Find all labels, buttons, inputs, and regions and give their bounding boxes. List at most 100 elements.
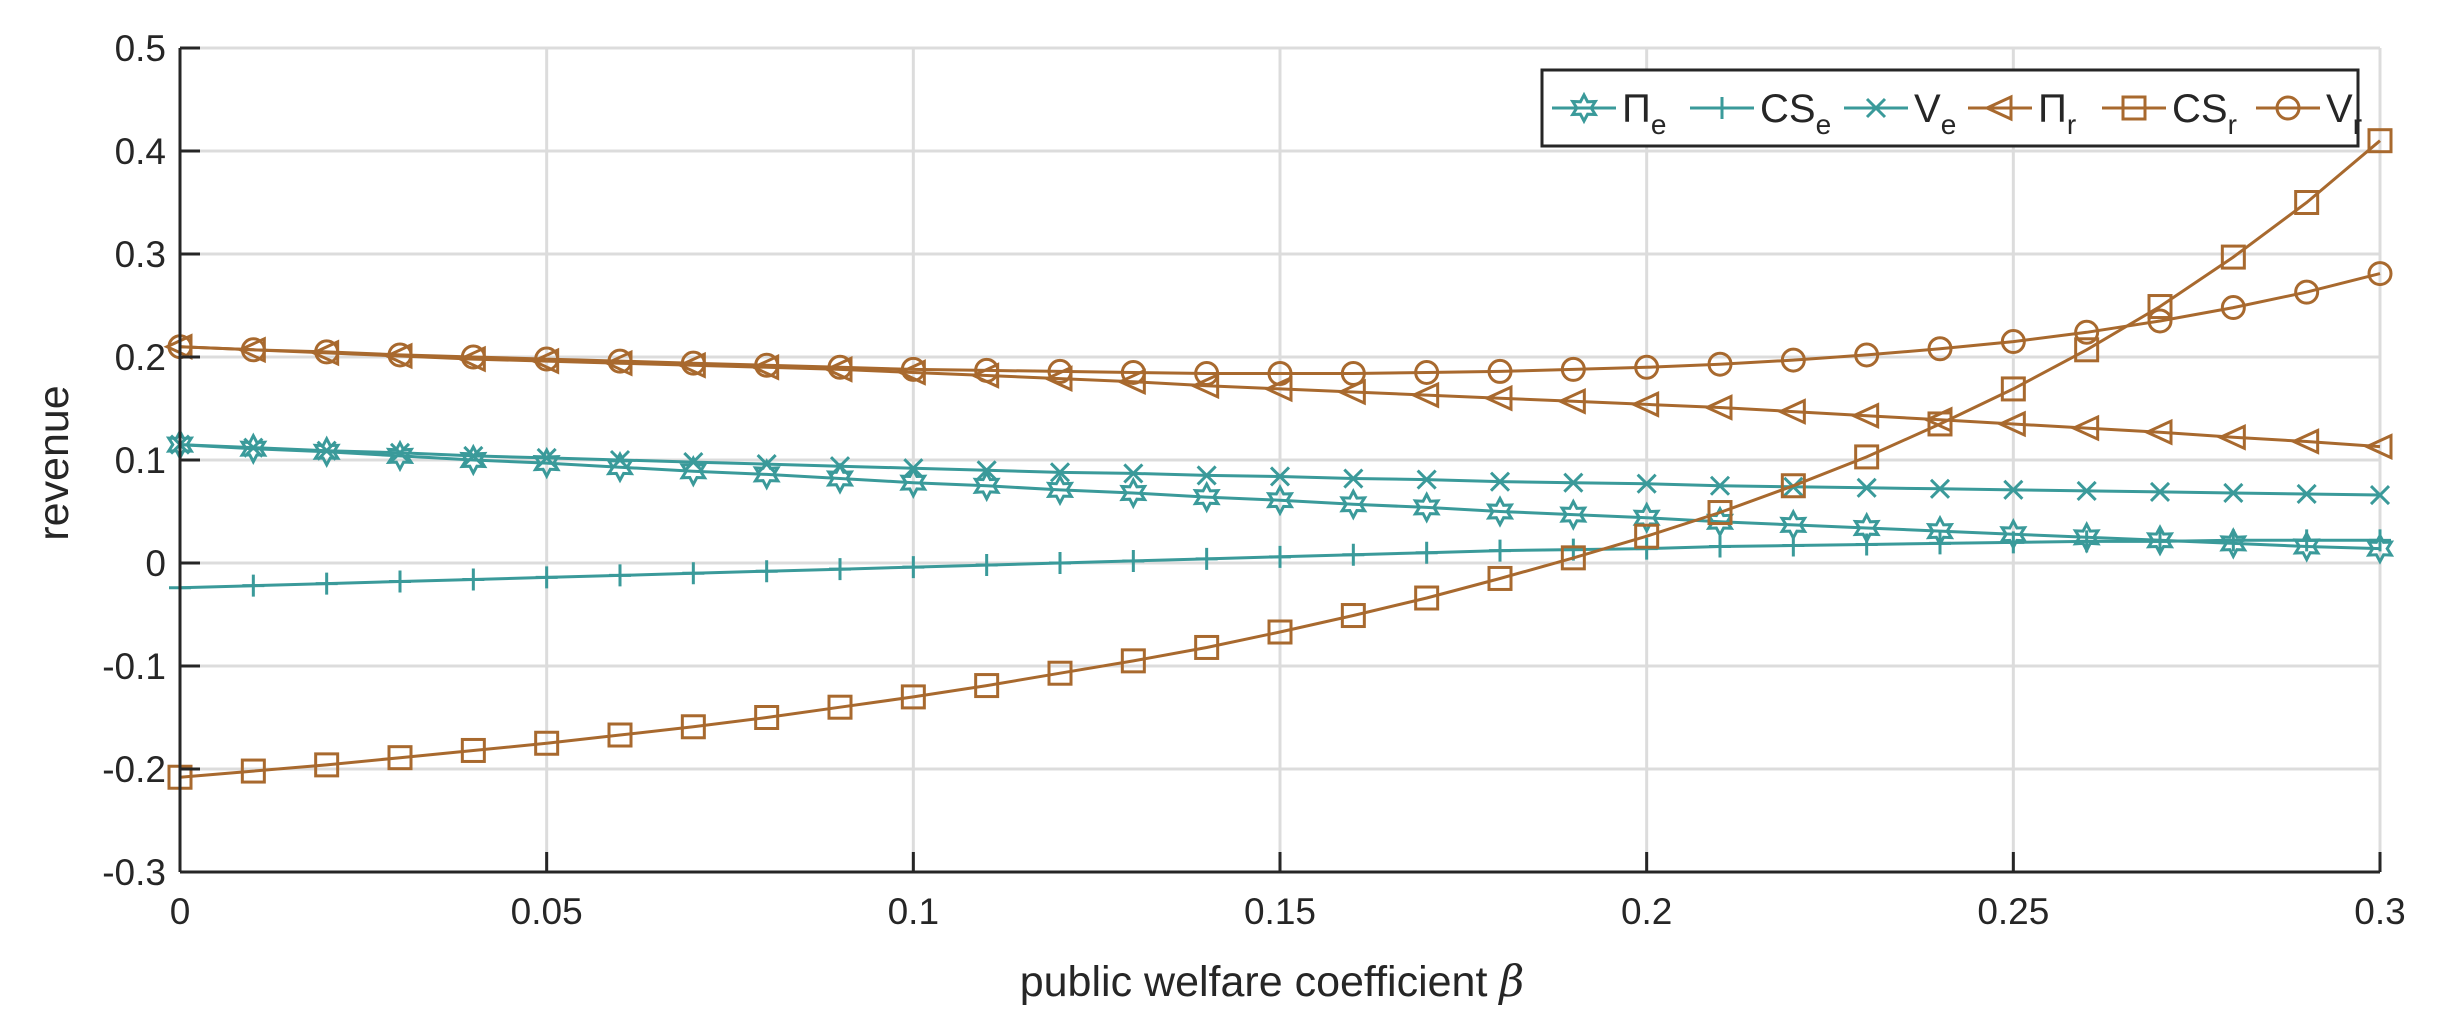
data-point [1116, 368, 1146, 396]
data-point [1634, 523, 1660, 549]
x-tick-label: 0.25 [1977, 891, 2049, 932]
data-point [1119, 476, 1148, 510]
data-point [1194, 634, 1220, 660]
legend-marker [1569, 91, 1599, 125]
data-point [755, 560, 778, 583]
data-point [2145, 524, 2175, 557]
legend-item: CSe [1690, 87, 1831, 140]
legend-label: Vr [2326, 87, 2362, 140]
data-point [1634, 354, 1660, 380]
legend-marker [1865, 97, 1887, 119]
data-point [2296, 483, 2317, 505]
data-point [2294, 279, 2320, 305]
legend-label-sub: e [1816, 109, 1832, 140]
data-point [1047, 660, 1073, 686]
data-point [1780, 473, 1806, 499]
data-point [1190, 372, 1220, 400]
data-point [752, 458, 781, 491]
x-tick-label: 0.1 [888, 891, 939, 932]
data-point [975, 554, 998, 577]
data-point [2000, 329, 2026, 355]
data-point [902, 556, 925, 579]
data-point [1192, 480, 1221, 514]
data-point [315, 572, 338, 595]
data-point [460, 344, 486, 370]
x-tick-label: 0.05 [511, 891, 583, 932]
legend-label-main: Π [1622, 87, 1651, 131]
x-axis-label-symbol: β [1497, 957, 1524, 1007]
data-point [1782, 534, 1805, 557]
series-line [179, 139, 2381, 779]
data-point [2295, 529, 2318, 552]
x-tick-label: 0.2 [1621, 891, 1672, 932]
data-point [1856, 477, 1877, 498]
data-point [903, 458, 924, 479]
data-point [974, 357, 1000, 383]
data-point [1414, 585, 1440, 611]
legend-label-main: CS [2172, 87, 2228, 131]
data-point [1195, 547, 1218, 570]
data-point [1632, 501, 1661, 534]
series-v-r [167, 261, 2393, 386]
data-point [2003, 479, 2024, 500]
data-point [2290, 428, 2320, 455]
x-tick-label: 0.3 [2354, 891, 2405, 932]
data-point [312, 435, 341, 469]
data-point [535, 566, 558, 589]
legend-label: Πr [2038, 87, 2076, 140]
data-point [1043, 365, 1073, 392]
data-point [1414, 359, 1440, 385]
data-point [1045, 473, 1075, 507]
y-tick-label: 0.5 [115, 28, 166, 69]
data-point [1929, 478, 1951, 499]
data-point [239, 432, 268, 465]
data-point [1707, 351, 1733, 377]
data-point [2367, 128, 2393, 154]
data-point [1560, 356, 1586, 382]
series-layer [163, 128, 2395, 790]
data-point [2223, 482, 2244, 504]
data-point [1340, 360, 1366, 386]
data-point [2076, 480, 2097, 501]
legend-label: Ve [1914, 87, 1956, 140]
data-point [314, 339, 340, 365]
x-tick-label: 0 [170, 891, 191, 932]
data-point [2147, 308, 2173, 334]
legend: Πe CSe Ve Πr CSr Vr [1540, 68, 2362, 148]
data-point [1707, 500, 1733, 526]
data-point [1047, 358, 1073, 384]
legend-item: Πe [1552, 87, 1666, 140]
y-tick-label: -0.1 [102, 646, 166, 687]
data-point [1049, 462, 1071, 483]
data-point [463, 445, 484, 466]
y-tick-label: 0.2 [115, 337, 166, 378]
data-point [974, 673, 1000, 699]
data-point [900, 356, 926, 382]
x-axis-label-text: public welfare coefficient [1020, 958, 1488, 1006]
data-point [2147, 294, 2173, 320]
legend-label-sub: e [1941, 109, 1957, 140]
data-point [1269, 545, 1291, 568]
data-point [609, 564, 631, 587]
data-point [240, 758, 266, 784]
data-point [900, 684, 926, 710]
data-point [607, 722, 633, 748]
legend-item: Πr [1968, 87, 2076, 140]
data-point [2220, 295, 2246, 321]
data-point [1855, 533, 1878, 556]
legend-marker [1983, 94, 2013, 122]
legend-label-sub: r [2228, 109, 2237, 140]
data-point [829, 456, 851, 477]
data-point [1996, 410, 2026, 438]
data-point [2075, 530, 2098, 553]
data-point [460, 737, 486, 763]
data-point [2365, 532, 2395, 565]
data-point [1776, 398, 1806, 425]
data-point [1559, 498, 1588, 531]
data-point [2070, 414, 2100, 442]
y-tick-label: -0.3 [102, 852, 166, 893]
series-line [179, 345, 2381, 449]
data-point [682, 562, 705, 585]
data-point [1703, 394, 1733, 421]
